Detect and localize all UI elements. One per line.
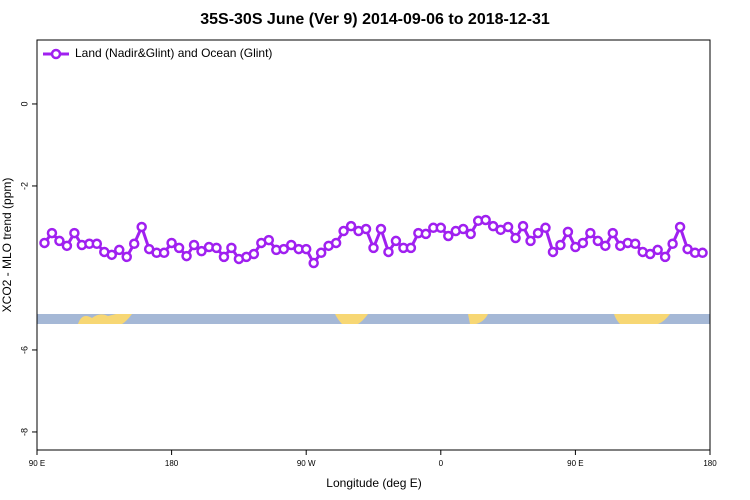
data-point <box>285 239 297 251</box>
data-point <box>674 221 686 233</box>
data-point <box>39 237 50 249</box>
y-tick-label: -2 <box>19 182 29 190</box>
data-point <box>667 238 678 250</box>
data-point <box>173 242 185 254</box>
data-point <box>330 237 342 249</box>
x-tick-label: 180 <box>703 459 717 468</box>
legend-label: Land (Nadir&Glint) and Ocean (Glint) <box>75 46 272 60</box>
data-point <box>510 232 521 244</box>
data-point <box>629 238 641 250</box>
data-point <box>383 246 394 258</box>
data-point <box>345 220 357 232</box>
y-tick-label: -8 <box>19 428 29 436</box>
data-point <box>248 248 260 260</box>
legend-marker <box>50 48 62 60</box>
data-point <box>360 223 372 235</box>
data-point <box>114 244 125 256</box>
data-point <box>300 243 312 255</box>
data-point <box>652 244 663 256</box>
data-point <box>532 227 544 239</box>
y-axis-label: XCO2 - MLO trend (ppm) <box>0 178 14 313</box>
data-point <box>46 227 58 239</box>
data-point <box>517 220 529 232</box>
data-point <box>562 226 574 238</box>
data-point <box>128 238 140 250</box>
data-point <box>69 227 80 239</box>
data-point <box>368 242 379 254</box>
data-point <box>158 247 170 259</box>
data-point <box>263 234 275 246</box>
y-tick-label: -6 <box>19 346 29 354</box>
data-point <box>480 214 491 226</box>
data-point <box>420 228 432 240</box>
data-point <box>121 251 132 263</box>
data-point <box>435 222 447 234</box>
x-axis-label: Longitude (deg E) <box>326 476 421 490</box>
data-point <box>61 240 73 252</box>
data-point <box>465 228 476 240</box>
data-point <box>525 235 536 247</box>
x-tick-label: 90 E <box>567 459 583 468</box>
y-tick-label: 0 <box>19 101 29 106</box>
data-point <box>278 243 290 255</box>
x-tick-label: 180 <box>165 459 179 468</box>
data-point <box>218 251 230 263</box>
data-point <box>555 239 566 251</box>
data-point <box>226 242 237 254</box>
data-point <box>547 246 559 258</box>
data-point <box>106 249 118 261</box>
data-point <box>211 242 222 254</box>
data-point <box>405 242 417 254</box>
data-point <box>659 251 671 263</box>
data-point <box>196 245 207 257</box>
data-point <box>443 230 454 242</box>
data-point <box>697 247 708 259</box>
data-point <box>390 235 402 247</box>
data-point <box>607 227 619 239</box>
data-point <box>600 240 611 252</box>
data-point <box>91 238 103 250</box>
data-point <box>188 239 200 251</box>
x-tick-label: 90 E <box>29 459 45 468</box>
chart-title: 35S-30S June (Ver 9) 2014-09-06 to 2018-… <box>200 11 550 28</box>
x-tick-label: 0 <box>439 459 444 468</box>
data-point <box>54 235 65 247</box>
plot-frame <box>36 39 711 451</box>
data-point <box>338 225 349 237</box>
map-strip <box>37 314 710 324</box>
data-point <box>308 257 319 269</box>
data-point <box>570 241 581 253</box>
data-point <box>181 250 192 262</box>
data-point <box>585 227 596 239</box>
data-point <box>592 235 604 247</box>
data-point <box>457 223 469 235</box>
data-point <box>577 237 589 249</box>
data-point <box>375 223 387 235</box>
data-point <box>502 221 514 233</box>
data-point <box>644 248 656 260</box>
data-point <box>540 222 551 234</box>
data-point <box>136 221 147 233</box>
data-point <box>166 237 177 249</box>
x-tick-label: 90 W <box>297 459 316 468</box>
data-point <box>315 247 327 259</box>
